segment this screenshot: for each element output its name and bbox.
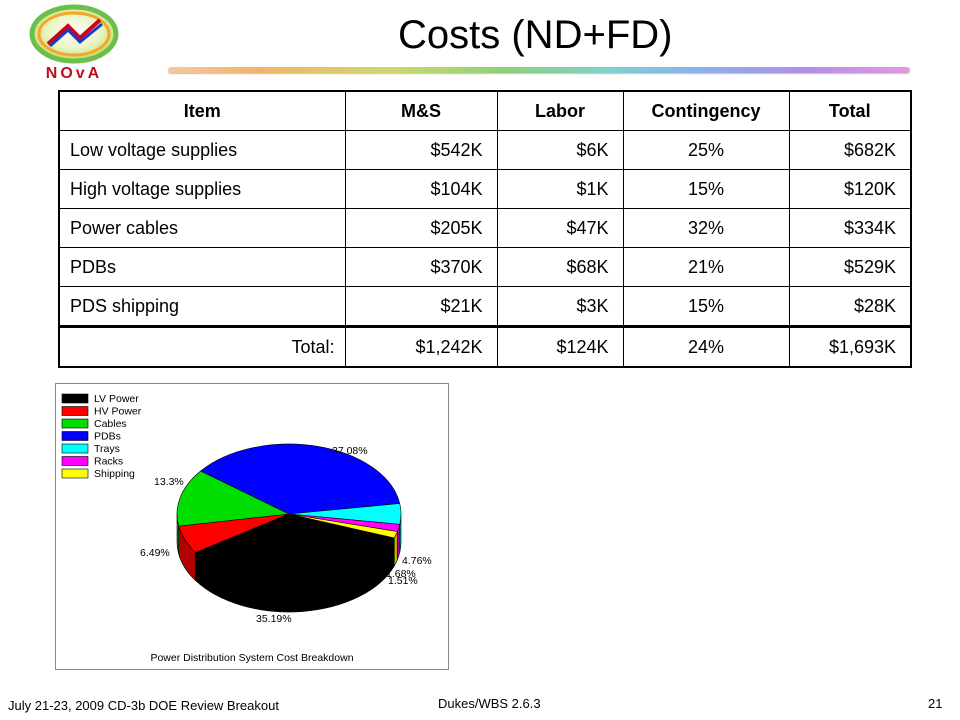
table-cell: 25% (622, 130, 790, 170)
table-cell: $370K (344, 247, 498, 287)
column-header: Total (788, 90, 912, 131)
legend-swatch (61, 393, 89, 404)
cost-table: Item M&S Labor Contingency Total Low vol… (58, 90, 912, 368)
table-cell: $47K (496, 208, 624, 248)
table-cell: $3K (496, 286, 624, 327)
table-cell: Low voltage supplies (58, 130, 346, 170)
pie-value-label: 35.19% (256, 613, 292, 625)
legend-label: HV Power (94, 406, 142, 418)
chart-title: Power Distribution System Cost Breakdown (150, 652, 353, 664)
table-total-row: Total: $1,242K $124K 24% $1,693K (58, 325, 912, 368)
table-cell: PDS shipping (58, 286, 346, 327)
table-cell: $682K (788, 130, 912, 170)
legend-swatch (61, 418, 89, 429)
pie-slice (176, 470, 291, 527)
pie-value-label: 1.51% (388, 575, 418, 587)
table-cell: 21% (622, 247, 790, 287)
legend-swatch (61, 443, 89, 454)
table-header-row: Item M&S Labor Contingency Total (58, 90, 912, 131)
total-cell: $124K (496, 325, 624, 368)
pie-value-label: 13.3% (154, 476, 184, 488)
pie-value-label: 37.08% (332, 445, 368, 457)
legend-label: PDBs (94, 431, 121, 443)
total-cell: $1,242K (344, 325, 498, 368)
table-cell: 15% (622, 169, 790, 209)
footer-author: Dukes/WBS 2.6.3 (438, 696, 541, 711)
page-title: Costs (ND+FD) (398, 13, 673, 57)
legend-swatch (61, 468, 89, 479)
pie-chart-panel: LV Power HV Power Cables PDBs Trays Racks Ship… (55, 383, 449, 670)
table-cell: $120K (788, 169, 912, 209)
column-header: Contingency (622, 90, 790, 131)
table-cell: $104K (344, 169, 498, 209)
table-row: Low voltage supplies $542K $6K 25% $682K (58, 130, 912, 170)
legend-swatch (61, 456, 89, 466)
legend-label: Racks (94, 456, 123, 468)
legend-swatch (61, 406, 89, 416)
table-row: Power cables $205K $47K 32% $334K (58, 208, 912, 248)
table-cell: $6K (496, 130, 624, 170)
legend-label: Trays (94, 443, 120, 455)
table-cell: $21K (344, 286, 498, 327)
table-cell: $205K (344, 208, 498, 248)
total-cell: $1,693K (788, 325, 912, 368)
nova-logo: NOvA (29, 4, 119, 82)
table-row: PDS shipping $21K $3K 15% $28K (58, 286, 912, 327)
table-cell: 32% (622, 208, 790, 248)
table-cell: $1K (496, 169, 624, 209)
table-cell: $334K (788, 208, 912, 248)
total-cell: 24% (622, 325, 790, 368)
table-cell: $28K (788, 286, 912, 327)
column-header: Labor (496, 90, 624, 131)
footer-event: July 21-23, 2009 CD-3b DOE Review Breako… (8, 698, 279, 713)
logo-wordmark: NOvA (46, 65, 102, 82)
table-cell: $68K (496, 247, 624, 287)
table-cell: High voltage supplies (58, 169, 346, 209)
pie-value-label: 6.49% (140, 547, 170, 559)
pie-slice (194, 513, 395, 585)
table-row: PDBs $370K $68K 21% $529K (58, 247, 912, 287)
pie-slice (200, 443, 401, 515)
pie-value-label: 1.68% (386, 568, 416, 580)
table-cell: 15% (622, 286, 790, 327)
legend-label: LV Power (94, 393, 139, 405)
pie-value-label: 4.76% (402, 555, 432, 567)
column-header: Item (58, 90, 346, 131)
page-number: 21 (928, 696, 943, 711)
legend-swatch (61, 431, 89, 441)
table-cell: Power cables (58, 208, 346, 248)
table-cell: PDBs (58, 247, 346, 287)
pie-slice (288, 513, 398, 539)
table-row: High voltage supplies $104K $1K 15% $120… (58, 169, 912, 209)
table-cell: $542K (344, 130, 498, 170)
title-underline (168, 67, 910, 73)
column-header: M&S (344, 90, 498, 131)
legend-label: Cables (94, 418, 127, 430)
total-label: Total: (58, 325, 346, 368)
table-cell: $529K (788, 247, 912, 287)
legend-label: Shipping (94, 468, 135, 480)
